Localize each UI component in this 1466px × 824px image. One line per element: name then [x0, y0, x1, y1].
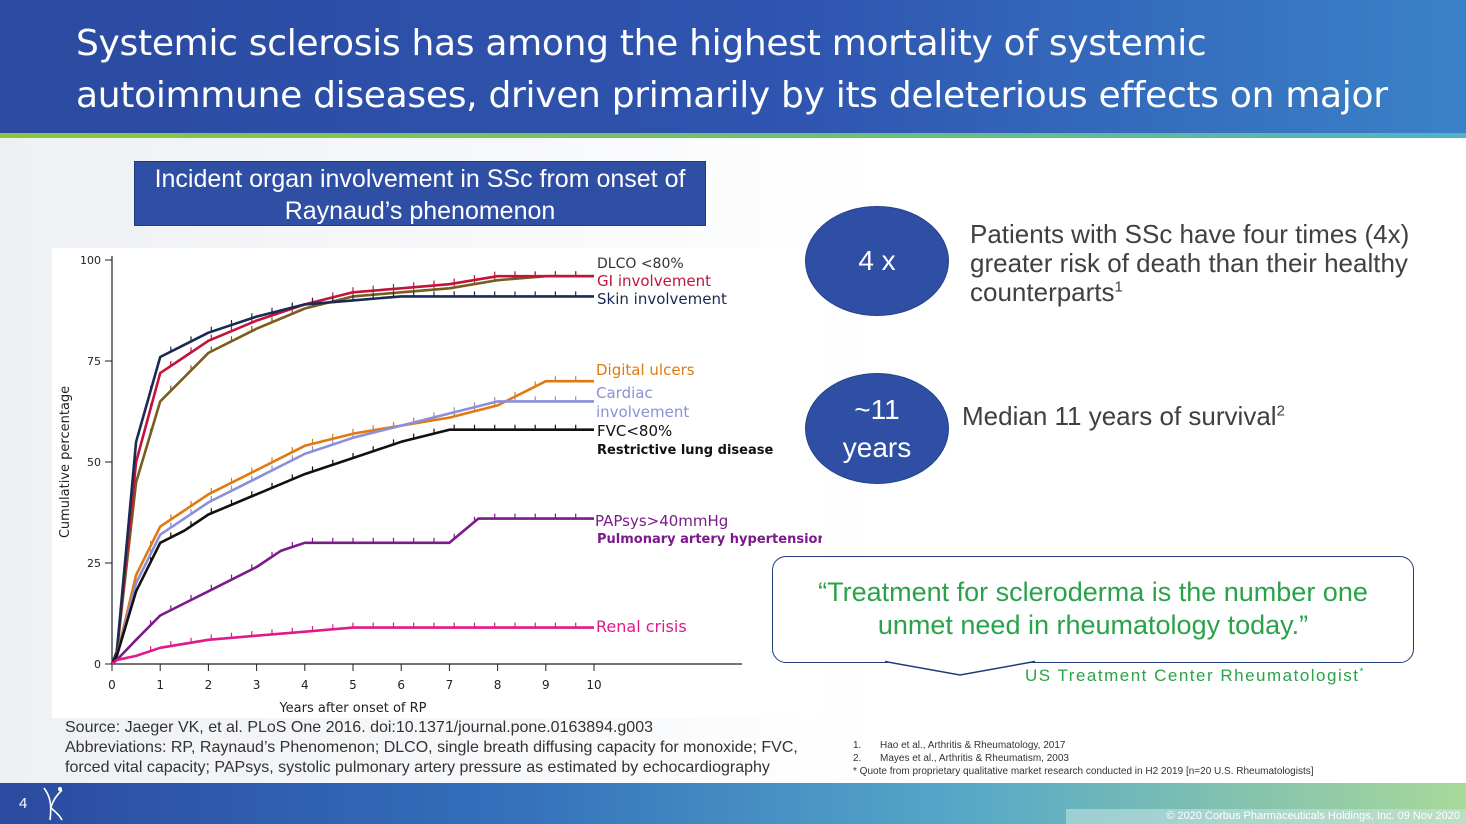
header-stripe [0, 133, 1466, 138]
legend-label-2: Skin involvement [597, 290, 727, 308]
quote-attribution: US Treatment Center Rheumatologist* [1025, 666, 1445, 686]
x-tick-label-4: 4 [301, 678, 309, 692]
y-tick-label-1: 25 [87, 557, 101, 570]
series-censor-ticks-6 [150, 513, 577, 626]
series-censor-ticks-2 [150, 291, 577, 391]
x-axis-label: Years after onset of RP [278, 701, 426, 716]
x-tick-label-2: 2 [205, 678, 213, 692]
quote-bubble-tail [885, 660, 1035, 676]
abbreviations: Abbreviations: RP, Raynaud’s Phenomenon;… [65, 739, 798, 776]
page-number: 4 [19, 795, 28, 812]
legend-label-5: involvement [596, 403, 689, 421]
x-tick-label-7: 7 [446, 678, 454, 692]
quote-bubble [772, 556, 1414, 663]
series-line-1 [110, 274, 594, 665]
x-tick-label-10: 10 [586, 678, 601, 692]
y-tick-label-3: 75 [87, 355, 101, 368]
legend-label-6: FVC<80% [597, 422, 672, 440]
source-citation: Source: Jaeger VK, et al. PLoS One 2016.… [65, 719, 653, 736]
series-line-4 [110, 400, 594, 665]
chart-title-box: Incident organ involvement in SSc from o… [134, 161, 706, 226]
x-tick-label-1: 1 [156, 678, 164, 692]
source-notes: Source: Jaeger VK, et al. PLoS One 2016.… [65, 718, 845, 778]
header-bar [0, 0, 1466, 133]
series-censor-ticks-5 [150, 424, 577, 563]
stat-survival-text: Median 11 years of survival2 [962, 402, 1432, 431]
footnote-2-text: Mayes et al., Arthritis & Rheumatism, 20… [880, 753, 1069, 764]
legend-label-9: Pulmonary artery hypertension [597, 532, 822, 547]
stat-badge-4x: 4 x [805, 206, 949, 316]
footnote-1-num: 1. [853, 740, 862, 751]
legend-label-1: GI involvement [597, 272, 711, 290]
stat-badge-11-years: ~11 years [805, 373, 949, 484]
stat-survival-body: Median 11 years of survival [962, 401, 1277, 431]
series-censor-ticks-7 [150, 622, 577, 652]
legend-label-8: PAPsys>40mmHg [595, 512, 728, 530]
stat-badge-line2: years [842, 431, 912, 463]
series-line-5 [110, 428, 594, 665]
stat-risk-text: Patients with SSc have four times (4x) g… [970, 220, 1440, 307]
legend-label-3: Digital ulcers [596, 361, 695, 379]
stat-risk-ref: 1 [1114, 278, 1123, 296]
y-tick-label-2: 50 [87, 456, 101, 469]
quote-attribution-mark: * [1359, 666, 1365, 678]
quote-text: “Treatment for scleroderma is the number… [818, 577, 1368, 640]
y-axis-label: Cumulative percentage [58, 386, 73, 538]
footnote-3: * Quote from proprietary qualitative mar… [853, 766, 1314, 777]
x-tick-label-0: 0 [108, 678, 116, 692]
company-logo-icon [43, 787, 63, 821]
stat-risk-body: Patients with SSc have four times (4x) g… [970, 219, 1410, 307]
footnote-2: 2. Mayes et al., Arthritis & Rheumatism, … [853, 752, 1453, 765]
y-tick-label-4: 100 [80, 254, 101, 267]
series-line-0 [110, 274, 594, 665]
series-censor-ticks-4 [150, 396, 577, 555]
quote-attribution-text: US Treatment Center Rheumatologist [1025, 666, 1360, 685]
x-tick-label-8: 8 [494, 678, 502, 692]
x-tick-label-6: 6 [397, 678, 405, 692]
series-line-7 [111, 626, 594, 665]
stat-survival-ref: 2 [1276, 402, 1285, 420]
legend-label-0: DLCO <80% [597, 256, 684, 272]
x-tick-label-5: 5 [349, 678, 357, 692]
copyright: © 2020 Corbus Pharmaceuticals Holdings, … [1166, 810, 1460, 822]
footnotes: 1. Hao et al., Arthritis & Rheumatology, … [853, 739, 1453, 778]
copyright-bar [1066, 809, 1466, 824]
legend-label-7: Restrictive lung disease [597, 443, 773, 458]
footnote-1: 1. Hao et al., Arthritis & Rheumatology, … [853, 739, 1453, 752]
x-tick-label-9: 9 [542, 678, 550, 692]
chart-area: 0 1 2 3 4 5 6 7 8 9 10 0 25 50 75 100 Years after onset … [52, 248, 822, 718]
x-tick-label-3: 3 [253, 678, 261, 692]
legend-label-10: Renal crisis [596, 617, 687, 636]
series-line-2 [110, 295, 594, 665]
series-line-3 [110, 379, 594, 665]
stat-badge-4x-text: 4 x [858, 245, 896, 276]
stat-badge-line1: ~11 [854, 393, 900, 425]
legend-label-4: Cardiac [596, 384, 653, 402]
y-tick-label-0: 0 [94, 658, 101, 671]
footnote-2-num: 2. [853, 753, 862, 764]
footnote-1-text: Hao et al., Arthritis & Rheumatology, 20… [880, 740, 1066, 751]
